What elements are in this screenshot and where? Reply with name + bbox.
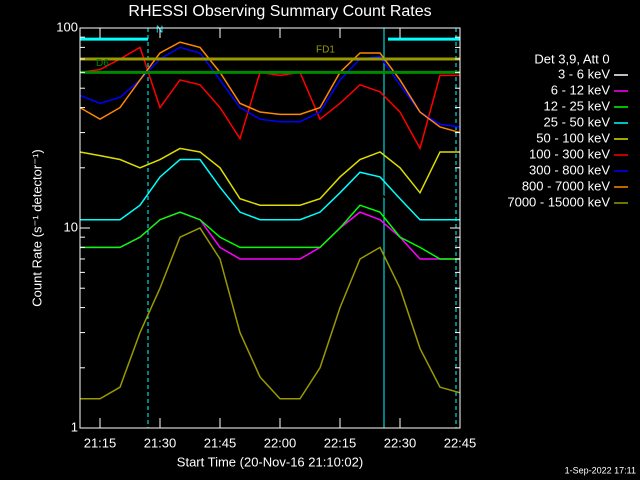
x-tick-label: 22:00 (264, 435, 297, 450)
x-tick-label: 22:15 (324, 435, 357, 450)
series-line (79, 41, 461, 134)
footer: 1-Sep-2022 17:11 (565, 465, 636, 475)
x-tick-label: 21:15 (84, 435, 117, 450)
legend-label: 12 - 25 keV (544, 98, 611, 113)
x-tick-label: 21:30 (144, 435, 177, 450)
series-line (80, 227, 461, 400)
series-line (80, 204, 460, 260)
legend-label: 25 - 50 keV (544, 114, 611, 129)
legend-label: 100 - 300 keV (529, 146, 610, 161)
y-axis-label: Count Rate (s⁻¹ detector⁻¹) (29, 149, 44, 307)
legend-label: 7000 - 15000 keV (507, 194, 610, 209)
x-tick-label: 22:30 (384, 435, 417, 450)
legend-label: 6 - 12 keV (551, 82, 611, 97)
series-line (79, 46, 460, 151)
series-line (79, 147, 460, 206)
legend-label: 800 - 7000 keV (522, 178, 611, 193)
chart-title: RHESSI Observing Summary Count Rates (128, 3, 431, 20)
series-line (80, 158, 460, 221)
x-axis-label: Start Time (20-Nov-16 21:10:02) (177, 454, 363, 469)
y-tick-label: 100 (56, 19, 78, 34)
x-tick-label: 22:45 (444, 435, 477, 450)
legend-label: 3 - 6 keV (558, 66, 610, 81)
x-tick-label: 21:45 (204, 435, 237, 450)
flag-label: D6 (96, 58, 109, 69)
legend-title: Det 3,9, Att 0 (534, 51, 609, 66)
legend-label: 300 - 800 keV (529, 162, 610, 177)
y-tick-label: 1 (71, 419, 78, 434)
flag-label: FD1 (316, 45, 335, 56)
y-tick-label: 10 (64, 219, 78, 234)
legend-label: 50 - 100 keV (536, 130, 610, 145)
